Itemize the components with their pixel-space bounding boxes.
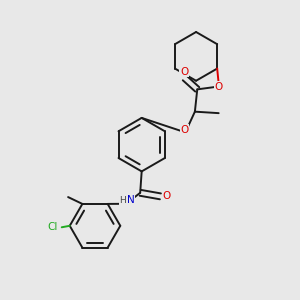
- Text: N: N: [127, 195, 135, 205]
- Text: Cl: Cl: [48, 222, 58, 232]
- Text: H: H: [119, 196, 126, 205]
- Text: O: O: [180, 125, 189, 135]
- Text: O: O: [180, 67, 188, 76]
- Text: O: O: [163, 191, 171, 201]
- Text: O: O: [214, 82, 223, 92]
